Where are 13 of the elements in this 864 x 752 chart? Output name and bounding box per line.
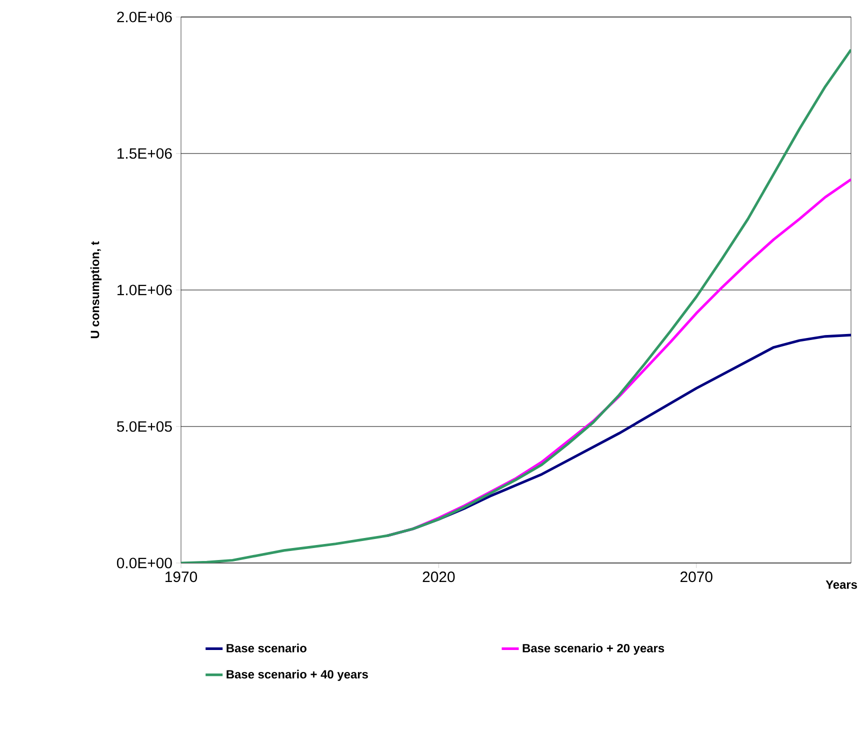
x-tick-label: 1970 bbox=[166, 572, 198, 582]
legend-label: Base scenario + 20 years bbox=[522, 644, 664, 655]
y-tick-label: 2.0E+06 bbox=[117, 12, 172, 22]
x-tick-label: 2020 bbox=[422, 572, 455, 582]
y-tick-label: 5.0E+05 bbox=[116, 421, 172, 432]
legend-label: Base scenario + 40 years bbox=[226, 670, 368, 681]
y-tick-label: 0.0E+00 bbox=[116, 558, 172, 568]
x-tick-label: 2070 bbox=[680, 572, 712, 582]
y-axis-title: U consumption, t bbox=[90, 241, 102, 338]
x-axis-title: Years bbox=[826, 580, 857, 589]
legend-label: Base scenario bbox=[226, 644, 306, 652]
y-tick-label: 1.0E+06 bbox=[118, 284, 172, 296]
y-tick-label: 1.5E+06 bbox=[118, 148, 172, 159]
